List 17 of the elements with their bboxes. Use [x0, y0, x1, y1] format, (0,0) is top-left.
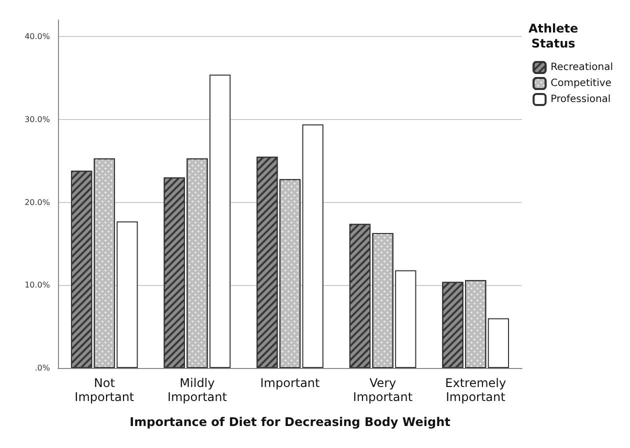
x-tick-label: Mildly Important [167, 376, 228, 404]
legend-title: Athlete Status [528, 22, 578, 50]
y-tick-label: 30.0% [24, 114, 50, 124]
x-tick-label: Not Important [74, 376, 134, 404]
bar [488, 318, 510, 368]
legend-label: Recreational [550, 62, 614, 73]
y-tick-label: 40.0% [24, 32, 50, 42]
y-tick-label: 20.0% [24, 198, 50, 207]
x-tick-label: Extremely Important [445, 376, 506, 404]
x-tick-label: Very Important [353, 376, 413, 404]
bar [302, 124, 324, 368]
legend-label: Professional [550, 94, 611, 105]
x-axis-title: Importance of Diet for Decreasing Body Weight [130, 415, 451, 429]
x-tick-label: Important [260, 376, 320, 390]
legend-label: Competitive [550, 78, 612, 89]
y-tick-label: .0% [34, 364, 50, 372]
y-tick-label: 10.0% [24, 280, 50, 290]
